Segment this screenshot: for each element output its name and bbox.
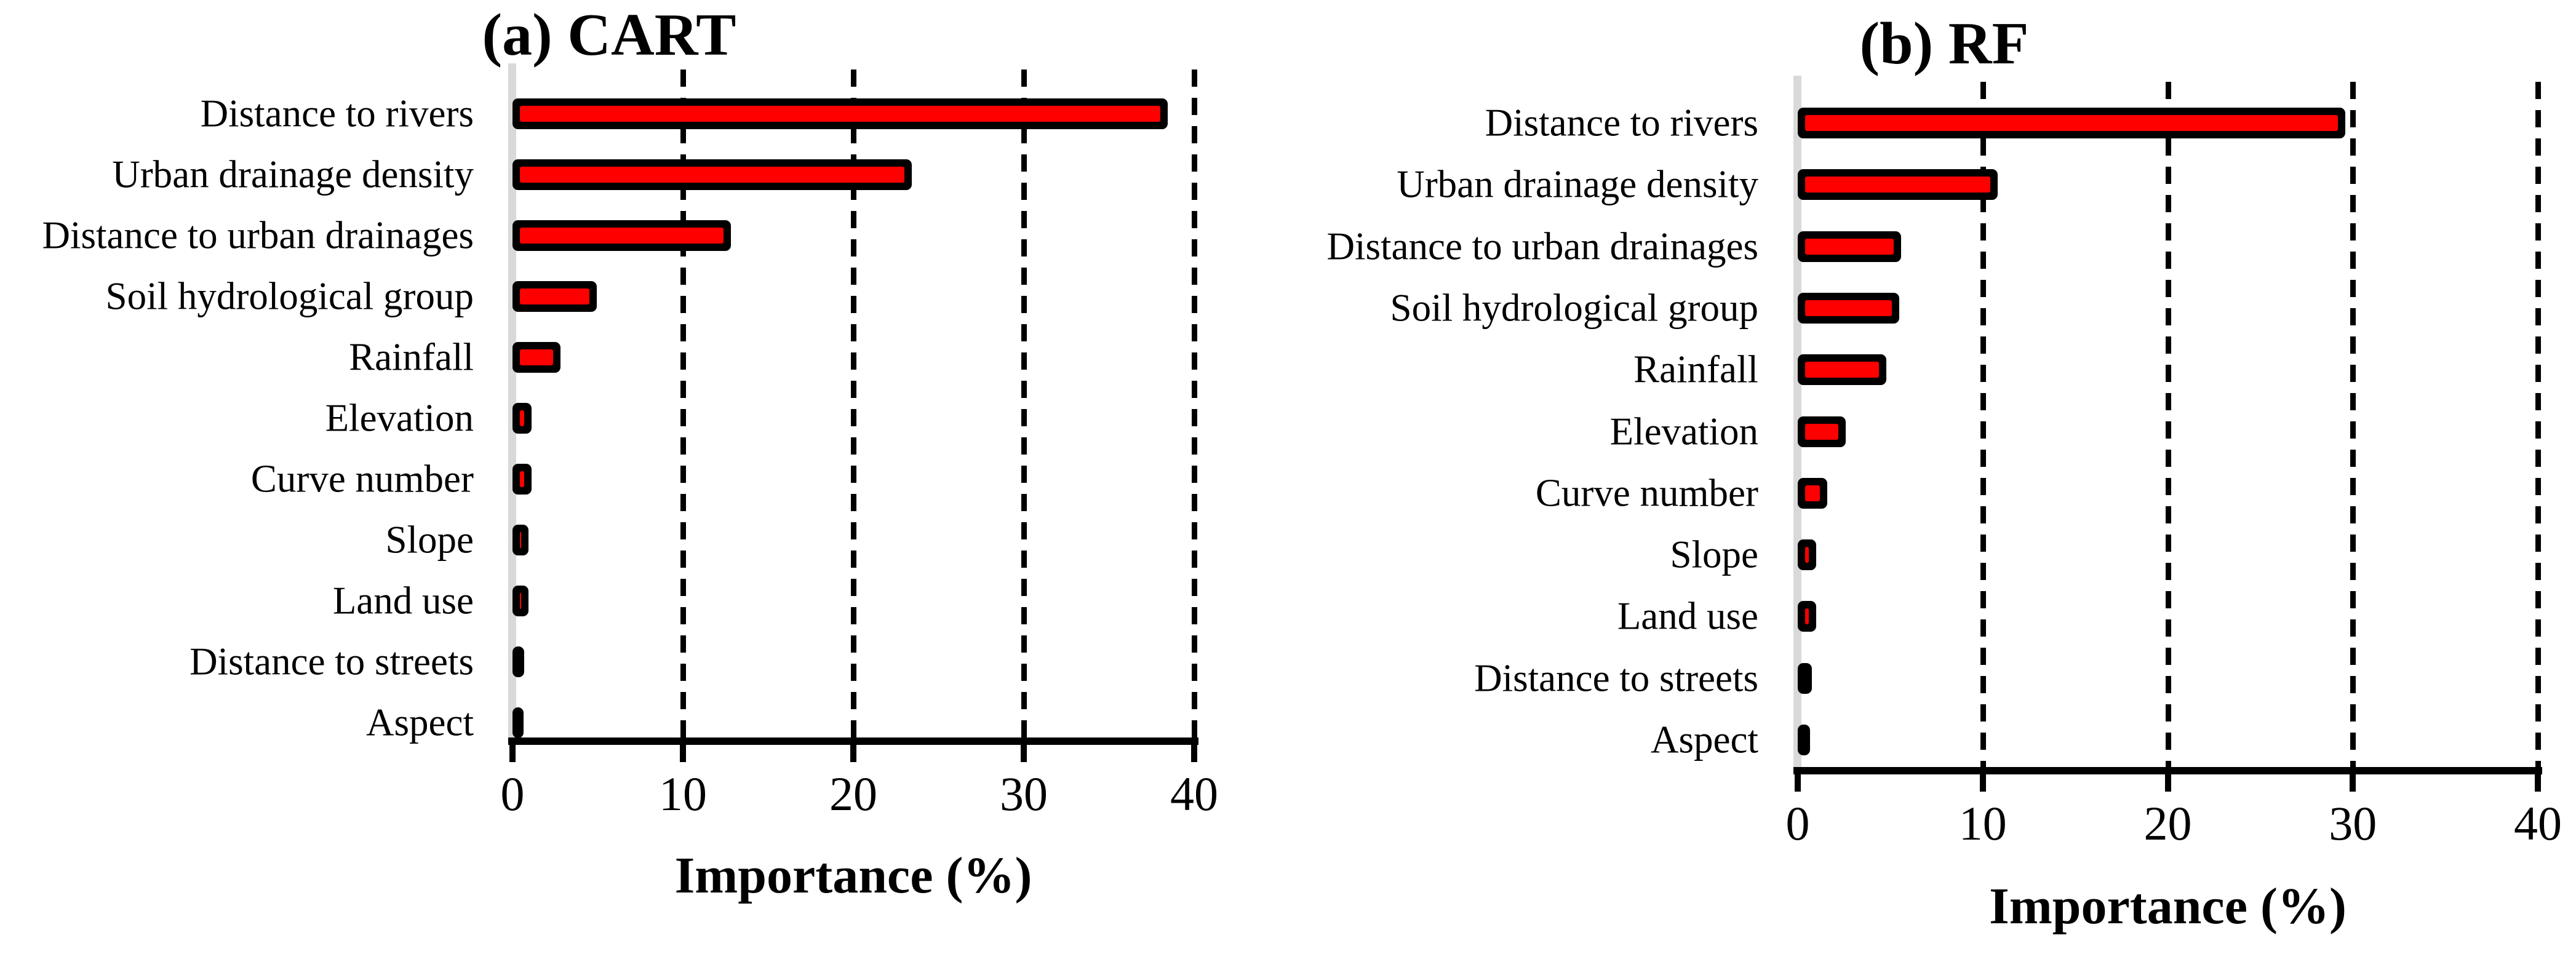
category-label: Soil hydrological group	[1390, 286, 1758, 330]
x-tick-label: 20	[829, 767, 877, 821]
bar	[1798, 292, 1900, 324]
x-tick-mark	[2535, 774, 2541, 792]
category-label: Aspect	[1651, 718, 1758, 761]
gridline	[2535, 82, 2541, 771]
bar	[512, 464, 532, 495]
x-axis-line	[1793, 767, 2542, 774]
x-tick-mark	[1191, 745, 1197, 762]
x-tick-mark	[1979, 774, 1986, 792]
chart-title: (b) RF	[1859, 10, 2029, 77]
bar-fill	[1805, 115, 2339, 131]
category-label: Distance to streets	[1474, 656, 1758, 700]
x-axis-label: Importance (%)	[1989, 878, 2347, 935]
x-tick-label: 10	[1958, 797, 2007, 850]
x-tick-mark	[509, 745, 516, 762]
bar	[512, 159, 912, 190]
x-axis-line	[508, 737, 1198, 745]
x-tick-mark	[850, 745, 856, 762]
bar	[512, 707, 524, 738]
bar-fill	[520, 167, 905, 183]
category-label: Curve number	[1535, 471, 1758, 515]
x-tick-label: 0	[1785, 797, 1810, 850]
bar	[512, 220, 732, 251]
gridline	[2165, 82, 2171, 771]
category-label: Urban drainage density	[1397, 162, 1758, 206]
bar-fill	[1805, 300, 1892, 316]
bar	[1798, 477, 1828, 509]
category-label: Distance to streets	[189, 640, 474, 683]
bar	[512, 586, 528, 616]
x-tick-mark	[680, 745, 686, 762]
bar-fill	[1805, 485, 1820, 501]
x-tick-label: 30	[2329, 797, 2377, 850]
gridline	[1192, 70, 1197, 741]
category-label: Aspect	[366, 701, 474, 744]
bar	[1798, 601, 1817, 632]
x-tick-label: 40	[2514, 797, 2562, 850]
bar	[512, 342, 561, 373]
bar-fill	[1805, 547, 1809, 563]
category-label: Distance to urban drainages	[1326, 225, 1759, 268]
x-tick-mark	[1021, 745, 1027, 762]
gridline	[1980, 82, 1986, 771]
category-label: Soil hydrological group	[105, 274, 474, 318]
category-label: Urban drainage density	[112, 153, 474, 196]
chart-title: (a) CART	[482, 2, 736, 68]
category-label: Distance to rivers	[200, 92, 474, 135]
category-label: Elevation	[325, 396, 474, 440]
category-label: Slope	[1670, 533, 1758, 576]
bar-fill	[1805, 608, 1809, 625]
bar	[1798, 169, 1998, 201]
category-label: Elevation	[1609, 410, 1758, 453]
bar	[1798, 354, 1887, 386]
bar	[1798, 725, 1810, 755]
bar-fill	[520, 288, 589, 304]
bar	[512, 98, 1168, 129]
x-tick-label: 30	[1000, 767, 1048, 821]
bar-fill	[520, 532, 521, 548]
x-tick-label: 0	[500, 767, 525, 821]
x-tick-mark	[1795, 774, 1801, 792]
bar-fill	[1805, 238, 1894, 255]
category-label: Distance to rivers	[1485, 101, 1758, 145]
bar	[1798, 662, 1812, 694]
gridline	[680, 70, 686, 741]
bar	[512, 281, 597, 312]
category-label: Land use	[1617, 594, 1758, 638]
x-tick-label: 10	[659, 767, 707, 821]
bar	[1798, 539, 1817, 571]
bar-fill	[520, 410, 525, 426]
x-tick-mark	[2164, 774, 2171, 792]
bar-fill	[1805, 362, 1880, 378]
bar-fill	[520, 471, 525, 487]
bar	[1798, 231, 1902, 262]
bar	[1798, 108, 2346, 138]
x-axis-label: Importance (%)	[674, 847, 1032, 904]
bar	[1798, 416, 1846, 447]
x-tick-label: 40	[1170, 767, 1218, 821]
bar-fill	[520, 349, 554, 365]
bar	[512, 525, 528, 555]
category-label: Distance to urban drainages	[42, 213, 474, 257]
x-tick-label: 20	[2143, 797, 2192, 850]
bar-fill	[1805, 177, 1990, 193]
gridline	[1021, 70, 1027, 741]
x-tick-mark	[2350, 774, 2356, 792]
bar-fill	[520, 106, 1160, 122]
category-label: Rainfall	[349, 335, 474, 379]
category-label: Slope	[385, 518, 474, 562]
bar-fill	[1805, 423, 1839, 440]
bar-fill	[520, 228, 724, 244]
gridline	[851, 70, 856, 741]
category-label: Rainfall	[1633, 348, 1758, 391]
bar	[512, 403, 532, 434]
bar	[512, 646, 524, 677]
category-label: Curve number	[250, 457, 474, 501]
bar-fill	[520, 593, 521, 609]
category-label: Land use	[332, 579, 474, 622]
gridline	[2350, 82, 2356, 771]
